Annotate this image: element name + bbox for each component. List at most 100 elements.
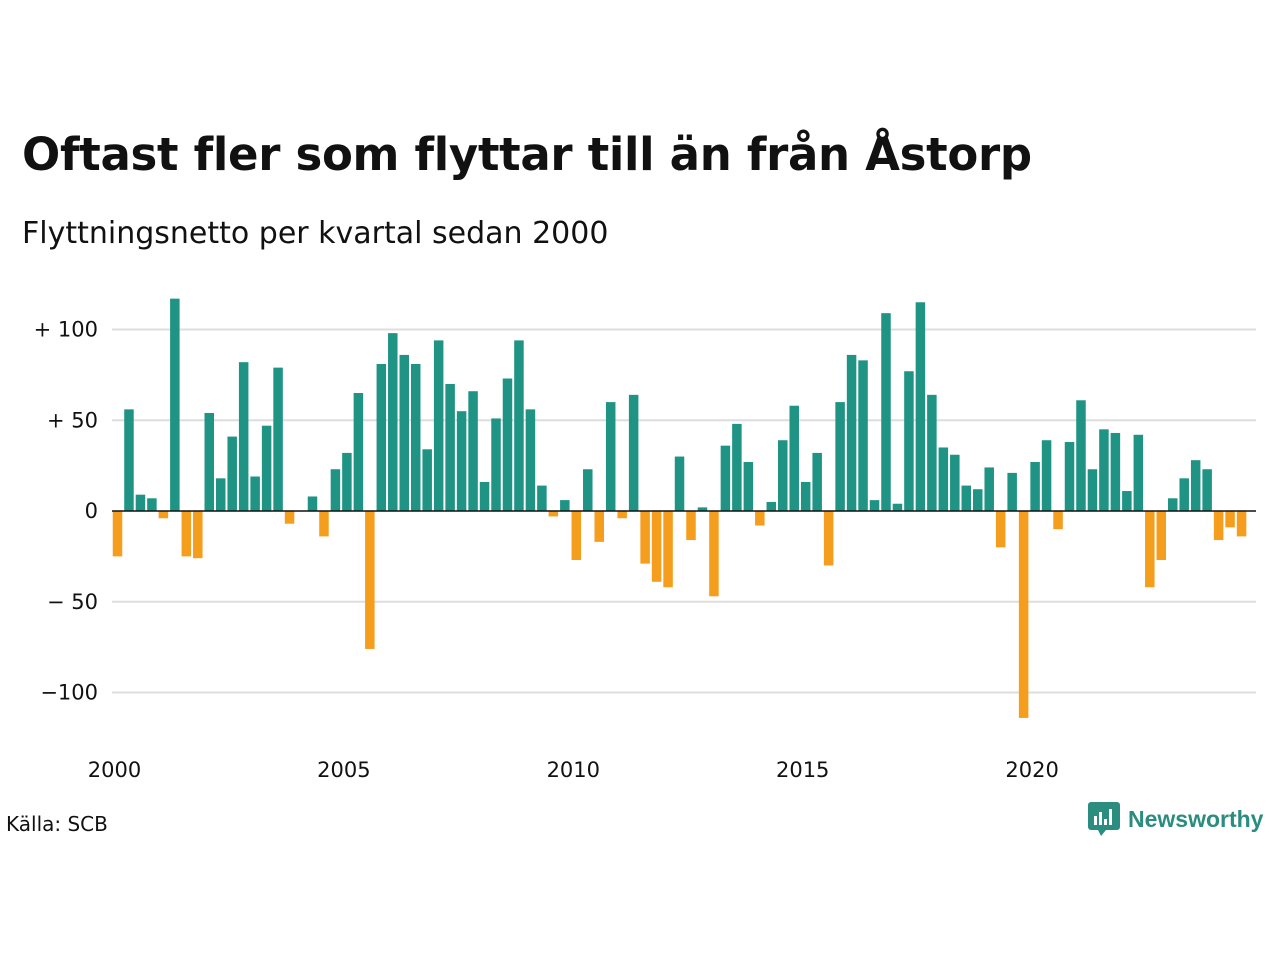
bar [1225, 511, 1235, 528]
y-tick-label: + 50 [47, 408, 98, 432]
bar [284, 511, 295, 524]
bar [193, 511, 203, 559]
bar [1213, 511, 1224, 541]
bar [433, 340, 444, 511]
bar [1133, 434, 1144, 511]
bar [846, 354, 857, 511]
bar [1064, 442, 1075, 511]
gridlines [112, 328, 1256, 694]
bar [204, 412, 215, 511]
bar [892, 503, 903, 511]
brand-name: Newsworthy [1128, 805, 1264, 832]
chart-subtitle: Flyttningsnetto per kvartal sedan 2000 [22, 216, 609, 251]
bar [1030, 462, 1040, 511]
bar [915, 302, 926, 511]
bar [927, 394, 937, 511]
bar [170, 298, 180, 511]
x-tick-label: 2020 [1005, 758, 1058, 782]
bar [1053, 511, 1063, 530]
bar [858, 360, 868, 511]
bar [1076, 400, 1086, 511]
bar [227, 436, 237, 511]
bar [273, 367, 283, 511]
bar [1087, 469, 1098, 511]
brand-logo: Newsworthy [1088, 802, 1263, 836]
bar [605, 402, 616, 511]
bar [147, 498, 157, 512]
bar [238, 362, 249, 511]
bar [319, 511, 329, 537]
bar [422, 449, 432, 511]
bar [973, 489, 983, 511]
bar [181, 511, 192, 557]
bar [755, 511, 765, 526]
bar [514, 340, 524, 511]
bar [674, 456, 685, 511]
bar [938, 447, 949, 511]
bar [835, 402, 845, 511]
bar [365, 511, 375, 649]
bar [766, 501, 777, 511]
bar [950, 454, 960, 512]
bar [697, 507, 708, 511]
bar [881, 313, 891, 511]
x-axis-labels: 2000 2005 2010 2015 2020 [88, 758, 1059, 782]
bar [410, 363, 421, 511]
bar [548, 511, 559, 517]
bar [445, 383, 455, 511]
bar [583, 469, 593, 511]
bar [250, 476, 260, 511]
bar [112, 511, 123, 557]
bar [869, 500, 880, 511]
source-note: Källa: SCB [6, 812, 108, 836]
bar [1167, 498, 1178, 512]
bar [1041, 440, 1052, 511]
bar [124, 409, 134, 511]
bar [353, 393, 364, 511]
bar [1122, 491, 1132, 511]
bar [778, 440, 788, 511]
bar [215, 478, 226, 511]
bar [812, 452, 822, 511]
bar [158, 511, 169, 519]
bar [1145, 511, 1155, 588]
bar [823, 511, 834, 566]
bar [1007, 472, 1017, 511]
bar [307, 496, 318, 511]
bar [961, 485, 972, 511]
bar [789, 405, 799, 511]
x-tick-label: 2015 [776, 758, 829, 782]
bar [1236, 511, 1247, 537]
bar [651, 511, 662, 582]
bar [1099, 429, 1109, 511]
bar [995, 511, 1006, 548]
bar [537, 485, 547, 511]
bar [594, 511, 604, 542]
x-tick-label: 2005 [317, 758, 370, 782]
bar [388, 333, 398, 511]
newsworthy-logo-icon [1088, 802, 1120, 836]
bar [1179, 478, 1189, 511]
bar [800, 481, 811, 511]
x-tick-label: 2000 [88, 758, 141, 782]
bar [456, 411, 467, 512]
y-axis-labels: + 100 + 50 0 − 50 −100 [34, 318, 98, 705]
bar [468, 391, 478, 511]
bar [571, 511, 582, 560]
bar [709, 511, 719, 597]
bar [1018, 511, 1029, 718]
bar [984, 467, 994, 511]
bar [628, 394, 639, 511]
bar [663, 511, 673, 588]
y-tick-label: −100 [40, 681, 98, 705]
bar [720, 445, 731, 511]
y-tick-label: 0 [85, 499, 98, 523]
bar [1190, 460, 1201, 511]
bar [640, 511, 650, 564]
bar [330, 469, 341, 511]
y-tick-label: + 100 [34, 318, 98, 342]
bar [617, 511, 627, 519]
bar [261, 425, 272, 511]
bar [1156, 511, 1167, 560]
